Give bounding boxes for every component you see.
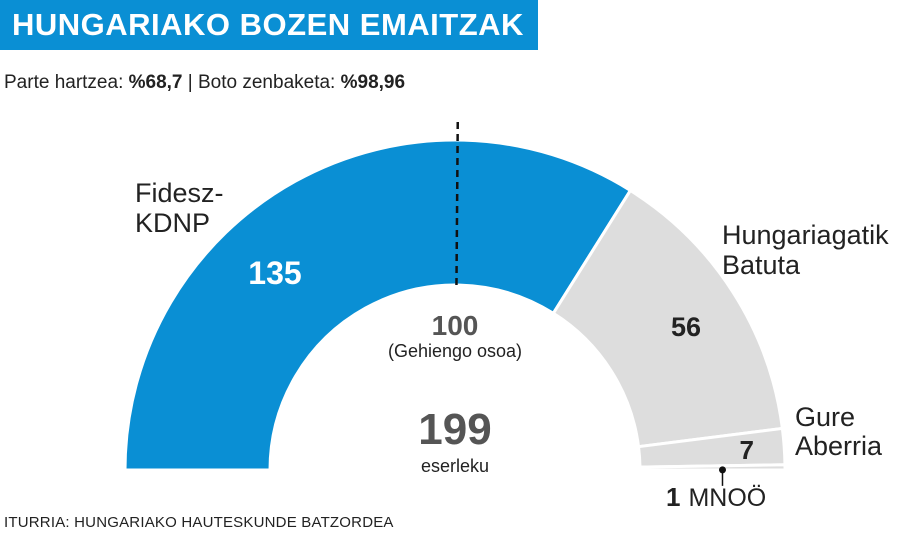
majority-label: (Gehiengo osoa) [388,341,522,361]
chart-title: HUNGARIAKO BOZEN EMAITZAK [12,7,524,42]
series-name-1-line-1: Batuta [722,250,801,280]
seat-arc-3 [638,463,787,472]
turnout-label: Parte hartzea: [4,72,129,93]
title-banner: HUNGARIAKO BOZEN EMAITZAK [0,0,538,50]
series-name-2-line-1: Aberria [795,431,883,461]
series-value-2: 7 [740,435,754,465]
seat-arc-1 [551,188,785,449]
count-label: Boto zenbaketa: [198,72,341,93]
series-value-3: 1 [666,482,680,512]
mnoo-leader-dot [718,466,726,474]
series-value-1: 56 [671,312,701,342]
series-name-3-line-0: MNOÖ [688,484,766,512]
count-value: %98,96 [340,72,406,93]
total-seats-label: eserleku [421,456,489,476]
seat-arc-0 [123,138,633,472]
series-value-0: 135 [248,255,301,291]
series-name-0-line-0: Fidesz- [135,178,224,208]
series-name-0-line-1: KDNP [135,208,210,238]
turnout-value: %68,7 [128,72,183,93]
majority-value: 100 [432,310,479,341]
subtitle-separator: | [182,72,198,93]
series-name-2-line-0: Gure [795,402,855,432]
source-note: ITURRIA: HUNGARIAKO HAUTESKUNDE BATZORDE… [4,514,394,531]
series-name-1-line-0: Hungariagatik [722,220,889,250]
majority-line [455,122,459,286]
total-seats-value: 199 [418,405,491,454]
subtitle: Parte hartzea: %68,7 | Boto zenbaketa: %… [4,72,405,94]
